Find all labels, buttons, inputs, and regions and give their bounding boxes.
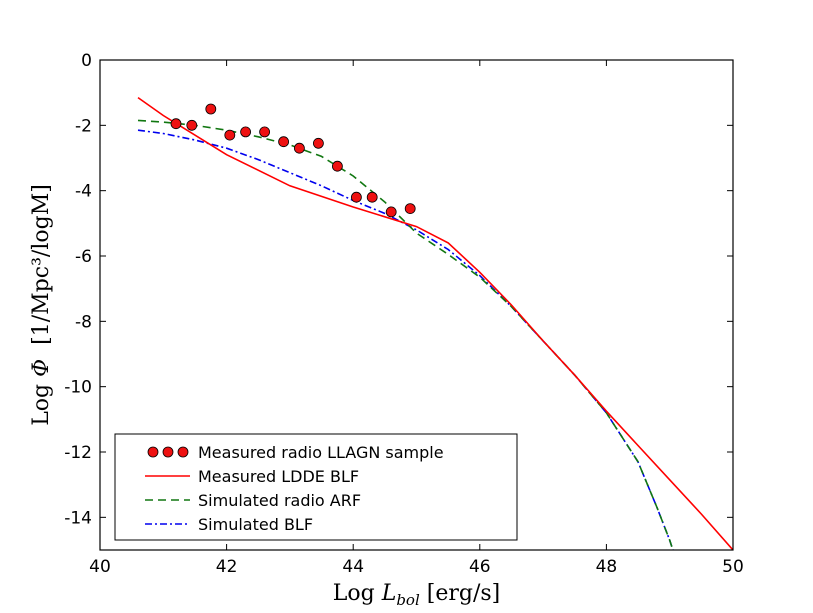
x-tick-label: 46 xyxy=(469,557,491,577)
y-axis-label-symbol: Φ xyxy=(29,359,54,377)
y-axis-label-suffix: [1/Mpc³/logM] xyxy=(29,184,54,359)
legend-marker xyxy=(162,446,174,458)
y-tick-label: -4 xyxy=(75,182,92,202)
data-point xyxy=(224,129,236,141)
data-point xyxy=(278,136,290,148)
data-point xyxy=(205,103,217,115)
legend-label-measured-ldde-blf: Measured LDDE BLF xyxy=(198,467,359,486)
legend-label-simulated-radio-arf: Simulated radio ARF xyxy=(198,491,361,510)
legend-label-measured-radio-llagn-sample: Measured radio LLAGN sample xyxy=(198,443,444,462)
x-axis-label-prefix: Log xyxy=(333,581,382,606)
series-line-simulated-blf xyxy=(137,129,674,550)
y-tick-label: -2 xyxy=(75,116,92,136)
data-point xyxy=(350,191,362,203)
y-tick-label: -10 xyxy=(64,378,92,398)
x-tick-label: 40 xyxy=(89,557,111,577)
data-point xyxy=(259,126,271,138)
y-tick-label: -8 xyxy=(75,312,92,332)
series-line-measured-ldde-blf xyxy=(137,96,733,550)
data-point xyxy=(312,137,324,149)
y-axis-label-prefix: Log xyxy=(29,377,54,426)
x-tick-label: 48 xyxy=(596,557,618,577)
data-point xyxy=(404,203,416,215)
y-axis-label: Log Φ [1/Mpc³/logM] xyxy=(29,184,54,426)
data-point xyxy=(186,119,198,131)
data-point xyxy=(170,118,182,130)
data-point xyxy=(331,160,343,172)
ticks-layer: 40 42 44 46 48 50 0 -2 -4 -6 -8 -10 -12 -14 xyxy=(64,51,744,577)
y-tick-label: 0 xyxy=(81,51,92,71)
data-point xyxy=(385,206,397,218)
x-axis-label: Log Lbol [erg/s] xyxy=(333,581,500,609)
x-tick-label: 42 xyxy=(216,557,238,577)
x-tick-label: 44 xyxy=(342,557,364,577)
y-tick-label: -12 xyxy=(64,443,92,463)
legend-marker xyxy=(177,446,189,458)
data-point xyxy=(240,126,252,138)
legend: Measured radio LLAGN sample Measured LDDE… xyxy=(114,433,518,541)
x-axis-label-suffix: [erg/s] xyxy=(420,581,500,606)
x-axis-label-symbol: L xyxy=(381,581,397,606)
x-tick-label: 50 xyxy=(722,557,744,577)
legend-marker xyxy=(147,446,159,458)
x-axis-label-subscript: bol xyxy=(396,591,420,609)
data-point xyxy=(366,191,378,203)
series-layer xyxy=(137,96,733,550)
legend-label-simulated-blf: Simulated BLF xyxy=(198,515,313,534)
data-point xyxy=(293,142,305,154)
plot-area xyxy=(137,96,733,550)
y-tick-label: -14 xyxy=(64,508,92,528)
plot-frame xyxy=(99,59,734,551)
y-tick-label: -6 xyxy=(75,247,92,267)
